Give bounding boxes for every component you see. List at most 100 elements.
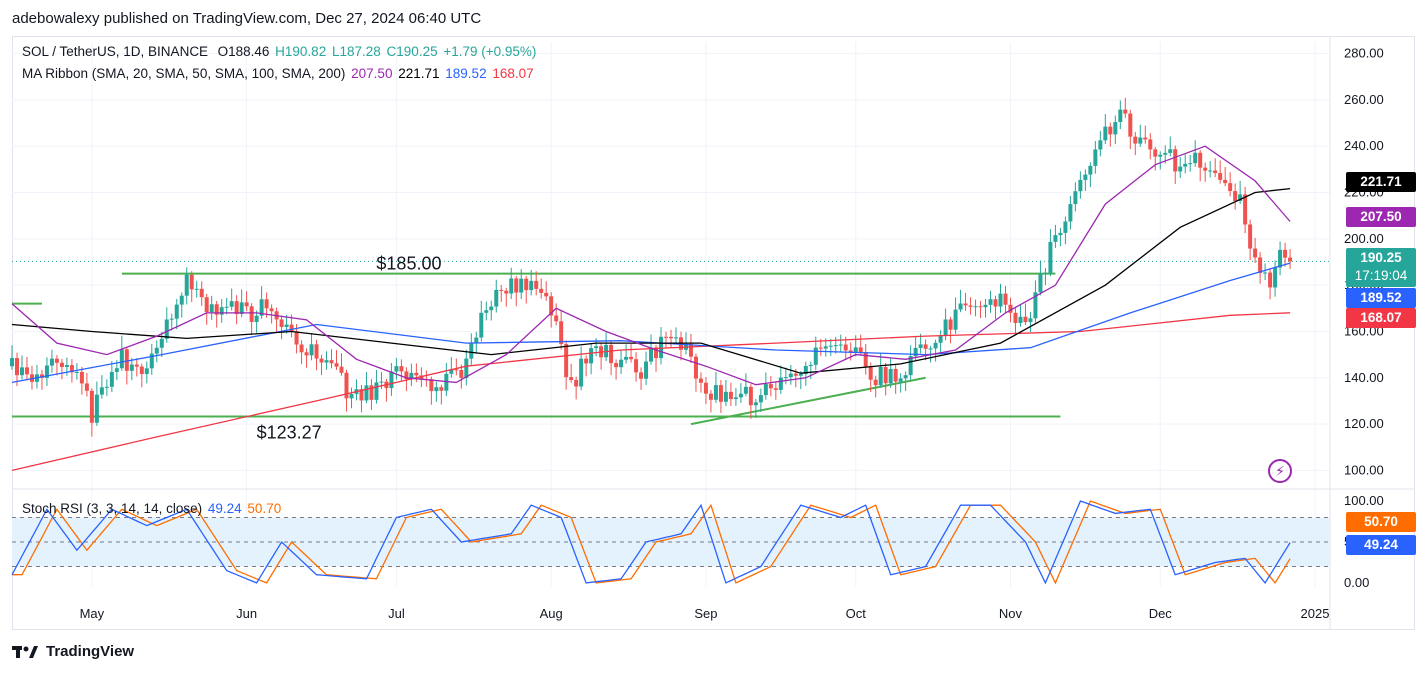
candle-body (963, 303, 968, 306)
horizontal-levels (12, 260, 1330, 426)
candle-body (908, 356, 913, 376)
candle-body (199, 288, 204, 298)
price-tick-label: 200.00 (1344, 231, 1384, 246)
candle-body (249, 306, 254, 322)
candle-body (673, 337, 678, 339)
candle-body (669, 336, 673, 339)
candle-body (1138, 137, 1143, 144)
candle-body (1153, 149, 1158, 157)
candle-body (943, 319, 948, 336)
candle-body (504, 290, 509, 294)
candle-body (534, 280, 539, 289)
candle-body (933, 342, 938, 349)
candle-body (209, 304, 214, 313)
candle-body (1058, 232, 1063, 236)
candle-body (1053, 235, 1058, 242)
candle-body (1213, 170, 1218, 174)
candle-body (1158, 154, 1163, 157)
candle-body (1198, 152, 1203, 168)
candle-body (958, 303, 963, 310)
sma-20-line (11, 145, 1291, 386)
candle-body (569, 377, 574, 380)
stoch-tick-label: 0.00 (1344, 575, 1369, 590)
candle-body (1093, 149, 1098, 166)
candle-body (953, 309, 958, 330)
candle-body (1083, 174, 1088, 180)
candle-body (1288, 257, 1293, 262)
time-tick-label: 2025 (1301, 606, 1330, 621)
candle-body (369, 385, 374, 400)
candle-body (1278, 249, 1283, 268)
candle-body (589, 348, 594, 364)
candle-body (309, 344, 314, 356)
candle-body (983, 304, 988, 308)
candle-body (609, 344, 614, 364)
candle-body (1098, 140, 1103, 150)
stoch-k-value: 49.24 (207, 501, 242, 516)
candle-body (409, 372, 414, 380)
candle-body (728, 391, 733, 400)
sma-50-line (11, 187, 1291, 374)
candle-body (14, 358, 19, 376)
candle-body (364, 385, 369, 401)
candle-body (154, 347, 159, 354)
moving-averages (11, 145, 1291, 472)
time-tick-label: Dec (1149, 606, 1173, 621)
time-tick-label: Sep (694, 606, 717, 621)
candles-layer (10, 97, 1293, 437)
stoch-band (12, 516, 1330, 568)
candle-body (359, 389, 364, 401)
candle-body (344, 372, 349, 399)
candle-body (559, 321, 564, 345)
sma-100-line (11, 262, 1291, 384)
candle-body (299, 344, 304, 353)
candle-body (224, 306, 229, 308)
high-value: H190.82 (275, 44, 327, 59)
candle-body (404, 371, 409, 380)
candle-body (259, 299, 264, 316)
candle-body (1183, 163, 1188, 167)
candle-body (629, 356, 634, 360)
candle-body (239, 302, 244, 315)
candle-body (164, 319, 169, 339)
candle-body (808, 364, 813, 366)
candle-body (888, 368, 893, 384)
candle-body (1283, 249, 1288, 258)
candle-body (584, 358, 589, 364)
symbol-name: SOL / TetherUS, 1D, BINANCE (22, 44, 209, 59)
candle-body (848, 350, 853, 353)
candle-body (24, 367, 29, 375)
candle-body (918, 344, 923, 348)
candle-body (169, 318, 174, 320)
last-price-value: 190.25 (1360, 250, 1402, 265)
candle-body (244, 302, 249, 307)
candle-body (339, 366, 344, 373)
candle-body (853, 347, 858, 353)
candle-body (828, 345, 833, 347)
candle-body (758, 395, 763, 403)
candle-body (64, 365, 69, 367)
lightning-icon[interactable]: ⚡ (1268, 459, 1292, 483)
ma20-value: 207.50 (351, 66, 393, 81)
candle-body (1163, 152, 1168, 155)
candle-body (1173, 149, 1178, 172)
candle-body (993, 299, 998, 307)
candle-body (114, 368, 119, 372)
stoch-d-line (12, 500, 1291, 585)
candle-body (614, 363, 619, 368)
candle-body (54, 358, 59, 363)
candle-body (1148, 139, 1153, 150)
stoch-rsi-lines (11, 500, 1291, 585)
candle-body (10, 358, 14, 367)
candle-body (1253, 248, 1258, 258)
candle-body (639, 372, 644, 379)
candle-body (649, 347, 654, 362)
candle-body (234, 301, 239, 315)
candle-body (214, 304, 219, 315)
candle-body (644, 361, 649, 379)
candle-body (858, 347, 863, 353)
candle-body (868, 366, 873, 380)
price-tick-label: 120.00 (1344, 416, 1384, 431)
open-value: O188.46 (217, 44, 270, 59)
